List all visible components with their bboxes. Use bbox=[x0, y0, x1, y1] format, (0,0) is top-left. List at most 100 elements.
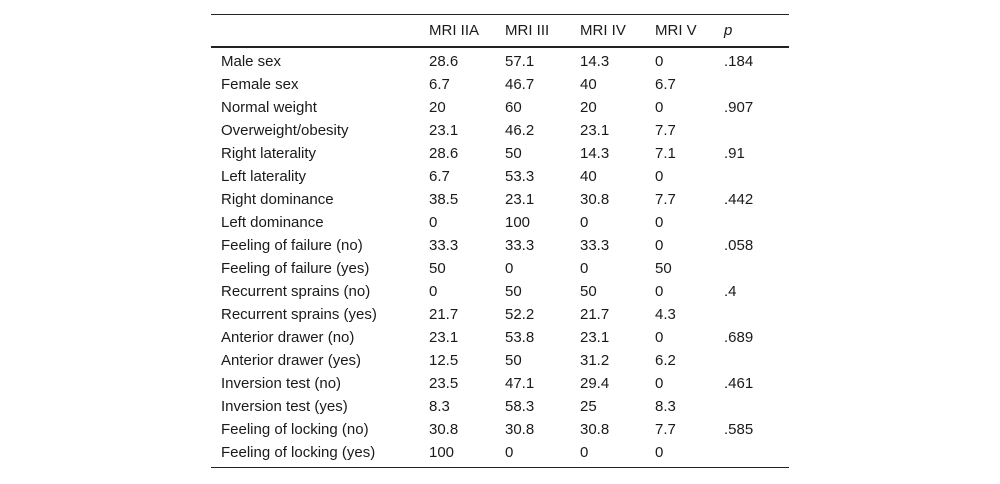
cell-mri-v-value: 0 bbox=[655, 168, 664, 185]
cell-row-label: Left dominance bbox=[221, 214, 324, 231]
data-table: MRI IIA MRI III MRI IV MRI V p Male sex 2… bbox=[211, 14, 789, 468]
cell-mri-v-value: 0 bbox=[655, 283, 664, 300]
cell-p-value bbox=[724, 257, 789, 280]
header-cell-mri-iii: MRI III bbox=[505, 22, 550, 39]
cell-p-value: .461 bbox=[724, 375, 754, 392]
table-row: Anterior drawer (no) 23.1 53.8 23.1 0 .689 bbox=[211, 326, 789, 349]
cell-mri-iii-value: 57.1 bbox=[505, 53, 535, 70]
cell-p-value: .184 bbox=[724, 53, 754, 70]
cell-mri-iv-value: 40 bbox=[580, 168, 597, 185]
cell-mri-iv-value: 0 bbox=[580, 260, 589, 277]
cell-p-value bbox=[724, 349, 789, 372]
cell-row-label: Right laterality bbox=[221, 145, 317, 162]
cell-mri-iv-value: 50 bbox=[580, 283, 597, 300]
cell-mri-iv-value: 33.3 bbox=[580, 237, 610, 254]
table-row: Right laterality 28.6 50 14.3 7.1 .91 bbox=[211, 142, 789, 165]
cell-mri-iii-value: 0 bbox=[505, 444, 514, 461]
header-cell-mri-iv: MRI IV bbox=[580, 22, 626, 39]
cell-mri-iia-value: 0 bbox=[429, 214, 438, 231]
cell-mri-v-value: 7.7 bbox=[655, 421, 676, 438]
table-row: Left dominance 0 100 0 0 bbox=[211, 211, 789, 234]
cell-mri-v-value: 0 bbox=[655, 99, 664, 116]
cell-mri-iv-value: 29.4 bbox=[580, 375, 610, 392]
cell-mri-iii-value: 53.3 bbox=[505, 168, 535, 185]
table-row: Left laterality 6.7 53.3 40 0 bbox=[211, 165, 789, 188]
table-row: Inversion test (yes) 8.3 58.3 25 8.3 bbox=[211, 395, 789, 418]
cell-mri-v-value: 0 bbox=[655, 329, 664, 346]
table-body: Male sex 28.6 57.1 14.3 0 .184 Female sex 6.7 46… bbox=[211, 47, 789, 468]
cell-mri-iii-value: 50 bbox=[505, 145, 522, 162]
cell-mri-iv-value: 31.2 bbox=[580, 352, 610, 369]
cell-row-label: Overweight/obesity bbox=[221, 122, 349, 139]
cell-p-value bbox=[724, 73, 789, 96]
cell-p-value bbox=[724, 441, 789, 468]
table-row: Feeling of locking (no) 30.8 30.8 30.8 7.7 .5… bbox=[211, 418, 789, 441]
cell-mri-iia-value: 33.3 bbox=[429, 237, 459, 254]
cell-row-label: Feeling of failure (no) bbox=[221, 237, 363, 254]
cell-mri-iii-value: 47.1 bbox=[505, 375, 535, 392]
table-row: Feeling of failure (no) 33.3 33.3 33.3 0 .058 bbox=[211, 234, 789, 257]
header-cell-p-value: p bbox=[724, 22, 733, 39]
table-row: Anterior drawer (yes) 12.5 50 31.2 6.2 bbox=[211, 349, 789, 372]
cell-mri-iia-value: 23.1 bbox=[429, 122, 459, 139]
cell-p-value: .585 bbox=[724, 421, 754, 438]
cell-mri-iia-value: 12.5 bbox=[429, 352, 459, 369]
cell-mri-iv-value: 14.3 bbox=[580, 53, 610, 70]
table-row: Inversion test (no) 23.5 47.1 29.4 0 .461 bbox=[211, 372, 789, 395]
cell-mri-iv-value: 40 bbox=[580, 76, 597, 93]
cell-mri-iv-value: 21.7 bbox=[580, 306, 610, 323]
cell-mri-iia-value: 100 bbox=[429, 444, 455, 461]
cell-row-label: Inversion test (no) bbox=[221, 375, 342, 392]
cell-mri-v-value: 7.1 bbox=[655, 145, 676, 162]
cell-mri-v-value: 6.7 bbox=[655, 76, 676, 93]
cell-mri-iii-value: 46.2 bbox=[505, 122, 535, 139]
cell-mri-iv-value: 25 bbox=[580, 398, 597, 415]
header-cell-variable bbox=[211, 15, 429, 48]
cell-mri-v-value: 7.7 bbox=[655, 122, 676, 139]
cell-row-label: Right dominance bbox=[221, 191, 334, 208]
cell-row-label: Feeling of locking (yes) bbox=[221, 444, 376, 461]
cell-mri-iii-value: 58.3 bbox=[505, 398, 535, 415]
cell-mri-iia-value: 38.5 bbox=[429, 191, 459, 208]
table-row: Recurrent sprains (no) 0 50 50 0 .4 bbox=[211, 280, 789, 303]
data-table-container: MRI IIA MRI III MRI IV MRI V p Male sex 2… bbox=[211, 14, 789, 468]
cell-mri-iv-value: 20 bbox=[580, 99, 597, 116]
cell-p-value: .4 bbox=[724, 283, 737, 300]
table-row: Recurrent sprains (yes) 21.7 52.2 21.7 4.3 bbox=[211, 303, 789, 326]
cell-mri-v-value: 8.3 bbox=[655, 398, 676, 415]
cell-mri-v-value: 0 bbox=[655, 444, 664, 461]
cell-p-value bbox=[724, 165, 789, 188]
table-row: Male sex 28.6 57.1 14.3 0 .184 bbox=[211, 47, 789, 73]
table-row: Right dominance 38.5 23.1 30.8 7.7 .442 bbox=[211, 188, 789, 211]
cell-p-value: .91 bbox=[724, 145, 745, 162]
cell-row-label: Left laterality bbox=[221, 168, 307, 185]
table-row: Overweight/obesity 23.1 46.2 23.1 7.7 bbox=[211, 119, 789, 142]
cell-mri-iii-value: 30.8 bbox=[505, 421, 535, 438]
header-cell-mri-iia: MRI IIA bbox=[429, 22, 480, 39]
cell-mri-iv-value: 0 bbox=[580, 444, 589, 461]
cell-mri-iii-value: 52.2 bbox=[505, 306, 535, 323]
cell-mri-iia-value: 23.1 bbox=[429, 329, 459, 346]
header-cell-mri-v: MRI V bbox=[655, 22, 697, 39]
cell-mri-iia-value: 6.7 bbox=[429, 168, 450, 185]
cell-mri-iii-value: 50 bbox=[505, 283, 522, 300]
cell-mri-iia-value: 23.5 bbox=[429, 375, 459, 392]
cell-mri-iia-value: 30.8 bbox=[429, 421, 459, 438]
table-row: Female sex 6.7 46.7 40 6.7 bbox=[211, 73, 789, 96]
cell-mri-iv-value: 30.8 bbox=[580, 421, 610, 438]
cell-mri-iv-value: 23.1 bbox=[580, 122, 610, 139]
cell-mri-iii-value: 53.8 bbox=[505, 329, 535, 346]
cell-row-label: Feeling of locking (no) bbox=[221, 421, 369, 438]
cell-p-value: .442 bbox=[724, 191, 754, 208]
cell-mri-iv-value: 30.8 bbox=[580, 191, 610, 208]
cell-mri-iia-value: 8.3 bbox=[429, 398, 450, 415]
cell-p-value: .689 bbox=[724, 329, 754, 346]
cell-mri-v-value: 50 bbox=[655, 260, 672, 277]
cell-p-value bbox=[724, 119, 789, 142]
table-row: Feeling of locking (yes) 100 0 0 0 bbox=[211, 441, 789, 468]
cell-mri-iia-value: 6.7 bbox=[429, 76, 450, 93]
cell-mri-iv-value: 23.1 bbox=[580, 329, 610, 346]
cell-row-label: Inversion test (yes) bbox=[221, 398, 348, 415]
cell-mri-iia-value: 21.7 bbox=[429, 306, 459, 323]
cell-row-label: Anterior drawer (yes) bbox=[221, 352, 362, 369]
